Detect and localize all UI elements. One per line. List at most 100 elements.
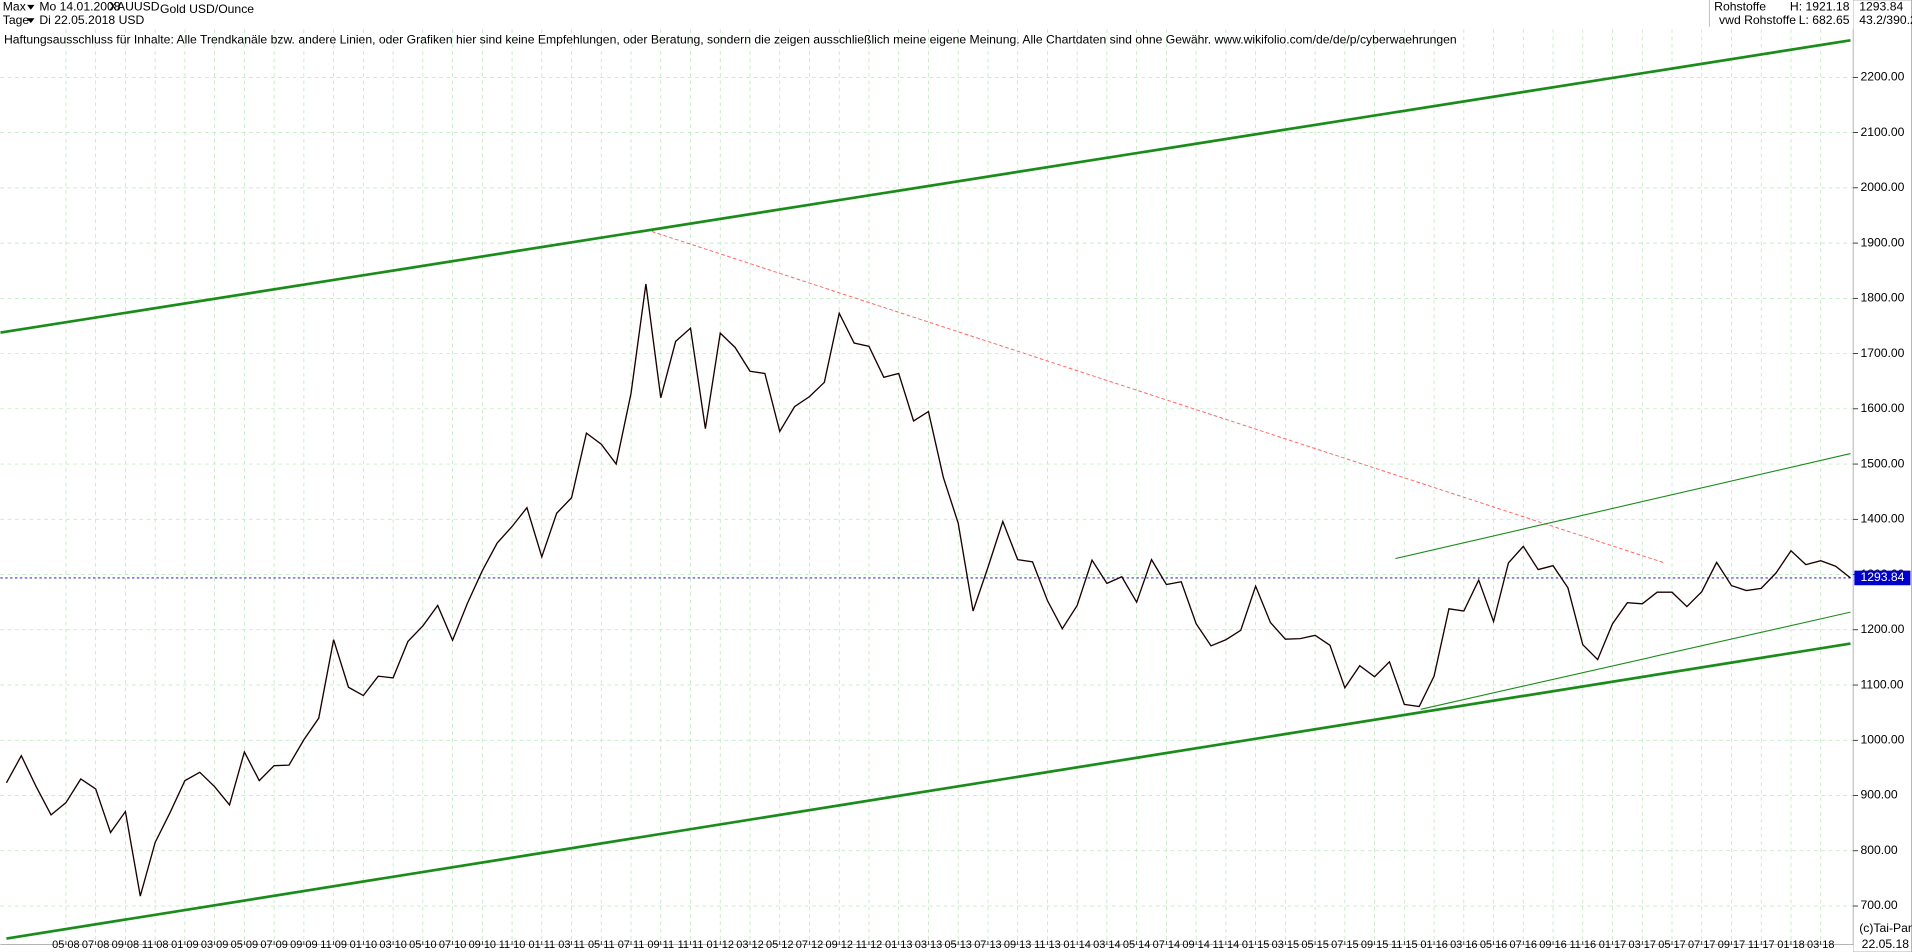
x-tick-label: 09 12 — [825, 939, 852, 951]
y-tick-label: 1000.00 — [1860, 732, 1904, 746]
disclaimer: Haftungsausschluss für Inhalte: Alle Tre… — [4, 32, 1457, 46]
trend-line — [651, 231, 1665, 564]
x-tick-label: 03 10 — [379, 939, 406, 951]
y-tick-label: 1200.00 — [1860, 622, 1904, 636]
trend-line — [1395, 453, 1851, 560]
x-axis-area — [0, 944, 1854, 952]
x-tick-label: 11 13 — [1034, 939, 1061, 951]
copyright: (c)Tai-Pan — [1859, 921, 1912, 935]
x-tick-label: 05 17 — [1658, 939, 1685, 951]
x-tick-label: 09 11 — [647, 939, 674, 951]
x-tick-label: 11 15 — [1391, 939, 1418, 951]
x-tick-label: 03 11 — [558, 939, 585, 951]
x-tick-label: 07 10 — [439, 939, 466, 951]
x-tick-label: 11 10 — [499, 939, 526, 951]
x-tick-label: 05 15 — [1301, 939, 1328, 951]
x-tick-label: 03 13 — [915, 939, 942, 951]
y-tick-label: 2100.00 — [1860, 125, 1904, 139]
x-tick-label: 11 12 — [856, 939, 883, 951]
extra: 43.2/390.2 — [1859, 13, 1912, 27]
end-date: Di 22.05.2018 — [39, 13, 115, 27]
x-tick-label: 07 09 — [260, 939, 287, 951]
x-tick-label: 07 16 — [1510, 939, 1537, 951]
x-tick-label: 03 15 — [1272, 939, 1299, 951]
y-axis-area — [1852, 0, 1912, 952]
x-tick-label: 01 12 — [707, 939, 734, 951]
x-tick-label: 07 08 — [82, 939, 109, 951]
x-tick-label: 01 14 — [1063, 939, 1090, 951]
x-tick-label: 01 10 — [350, 939, 377, 951]
last-price-box — [1854, 570, 1911, 586]
y-tick-label: 900.00 — [1860, 788, 1897, 802]
x-tick-label: 01 16 — [1420, 939, 1447, 951]
x-tick-label: 11 09 — [320, 939, 347, 951]
x-tick-label: 03 18 — [1807, 939, 1834, 951]
x-tick-label: 05 09 — [231, 939, 258, 951]
x-tick-label: 07 14 — [1153, 939, 1180, 951]
x-tick-label: 05 11 — [588, 939, 615, 951]
x-tick-label: 09 13 — [1004, 939, 1031, 951]
x-tick-label: 09 17 — [1718, 939, 1745, 951]
y-tick-label: 2000.00 — [1860, 180, 1904, 194]
x-tick-label: 07 15 — [1331, 939, 1358, 951]
plot-area — [0, 0, 1853, 945]
instrument-name: Gold USD/Ounce — [160, 2, 254, 16]
axes: 700.00 800.00 900.00 1000.00 1100.00 1200.00 1… — [52, 70, 1911, 951]
y-tick-label: 700.00 — [1860, 898, 1897, 912]
x-tick-label: 09 16 — [1539, 939, 1566, 951]
x-tick-label: 11 08 — [142, 939, 169, 951]
x-tick-label: 05 08 — [52, 939, 79, 951]
y-tick-label: 800.00 — [1860, 843, 1897, 857]
range[interactable]: Max — [3, 0, 26, 14]
symbol: XAUUSD — [109, 0, 160, 14]
currency: USD — [119, 13, 145, 27]
x-tick-label: 03 14 — [1093, 939, 1120, 951]
grid — [0, 0, 1854, 945]
y-tick-label: 1600.00 — [1860, 401, 1904, 415]
trend-line — [6, 642, 1851, 940]
header-bg — [0, 0, 1854, 30]
y-tick-label: 1700.00 — [1860, 346, 1904, 360]
x-tick-label: 01 11 — [528, 939, 555, 951]
price-line — [5, 283, 1851, 897]
x-tick-label: 01 18 — [1777, 939, 1804, 951]
y-tick-label: 1100.00 — [1860, 677, 1903, 691]
x-tick-label: 05 14 — [1123, 939, 1150, 951]
dropdown-arrow[interactable] — [27, 18, 35, 24]
last-price: 1293.84 — [1859, 0, 1903, 14]
start-date: Mo 14.01.2008 — [39, 0, 120, 14]
end-date-label: 22.05.18 — [1862, 937, 1910, 951]
x-tick-label: 09 10 — [469, 939, 496, 951]
period[interactable]: Tage — [3, 13, 30, 27]
y-tick-label: 1900.00 — [1860, 235, 1904, 249]
trend-line — [0, 39, 1851, 334]
y-tick-label: 1800.00 — [1860, 291, 1904, 305]
x-tick-label: 03 17 — [1629, 939, 1656, 951]
x-tick-label: 07 12 — [796, 939, 823, 951]
x-tick-label: 07 13 — [974, 939, 1001, 951]
group: Rohstoffe — [1714, 0, 1766, 14]
x-tick-label: 01 13 — [885, 939, 912, 951]
low: L: 682.65 — [1799, 13, 1850, 27]
x-tick-label: 09 08 — [112, 939, 139, 951]
x-tick-label: 01 09 — [171, 939, 198, 951]
x-tick-label: 11 14 — [1213, 939, 1240, 951]
x-tick-label: 01 15 — [1242, 939, 1269, 951]
x-tick-label: 03 12 — [736, 939, 763, 951]
plot — [0, 39, 1854, 940]
x-tick-label: 03 16 — [1450, 939, 1477, 951]
x-tick-label: 11 11 — [678, 939, 704, 951]
x-tick-label: 05 12 — [766, 939, 793, 951]
x-tick-label: 11 17 — [1748, 939, 1775, 951]
high: H: 1921.18 — [1790, 0, 1850, 14]
y-tick-label: 1500.00 — [1860, 456, 1904, 470]
x-tick-label: 01 17 — [1599, 939, 1626, 951]
x-tick-label: 09 09 — [290, 939, 317, 951]
trend-line — [1420, 611, 1851, 710]
x-tick-label: 07 17 — [1688, 939, 1715, 951]
x-tick-label: 07 11 — [618, 939, 645, 951]
dropdown-arrow[interactable] — [27, 4, 35, 10]
source: vwd Rohstoffe — [1719, 13, 1796, 27]
